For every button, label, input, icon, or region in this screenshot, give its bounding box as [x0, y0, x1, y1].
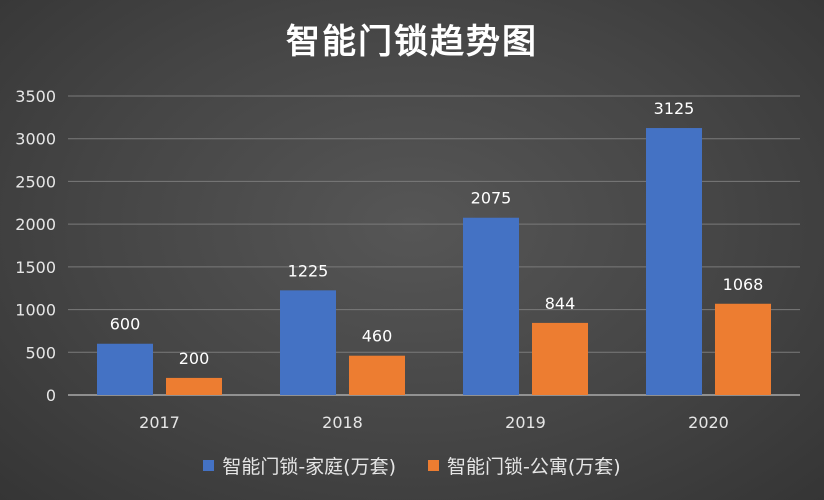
- x-tick-label: 2020: [688, 413, 729, 432]
- y-tick-label: 1000: [15, 301, 56, 320]
- bar-home: [280, 290, 336, 395]
- bar-home: [646, 128, 702, 396]
- y-tick-label: 500: [25, 343, 56, 362]
- y-tick-label: 2000: [15, 215, 56, 234]
- y-tick-label: 3000: [15, 130, 56, 149]
- data-label-apartment: 1068: [723, 275, 764, 294]
- legend: 智能门锁-家庭(万套) 智能门锁-公寓(万套): [0, 452, 824, 479]
- x-tick-label: 2018: [322, 413, 363, 432]
- legend-label-apartment: 智能门锁-公寓(万套): [447, 456, 621, 478]
- y-tick-label: 0: [46, 386, 56, 405]
- legend-swatch-home: [203, 460, 215, 471]
- x-tick-label: 2019: [505, 413, 546, 432]
- bar-home: [463, 217, 519, 395]
- y-tick-label: 1500: [15, 258, 56, 277]
- legend-item-home: 智能门锁-家庭(万套): [203, 452, 396, 479]
- data-label-home: 3125: [654, 99, 695, 118]
- data-label-apartment: 200: [179, 349, 210, 368]
- legend-item-apartment: 智能门锁-公寓(万套): [428, 452, 621, 479]
- legend-label-home: 智能门锁-家庭(万套): [222, 456, 396, 478]
- data-label-home: 2075: [471, 189, 512, 208]
- bar-apartment: [166, 377, 222, 395]
- data-label-home: 1225: [288, 261, 329, 280]
- bar-apartment: [349, 355, 405, 395]
- y-tick-label: 3500: [15, 87, 56, 106]
- bar-home: [97, 343, 153, 395]
- x-tick-label: 2017: [139, 413, 180, 432]
- data-label-apartment: 844: [545, 294, 576, 313]
- y-tick-label: 2500: [15, 172, 56, 191]
- bar-apartment: [715, 303, 771, 395]
- legend-swatch-apartment: [428, 460, 439, 471]
- data-label-apartment: 460: [362, 327, 393, 346]
- chart-title: 智能门锁趋势图: [286, 22, 538, 62]
- data-label-home: 600: [110, 315, 141, 334]
- bar-apartment: [532, 322, 588, 395]
